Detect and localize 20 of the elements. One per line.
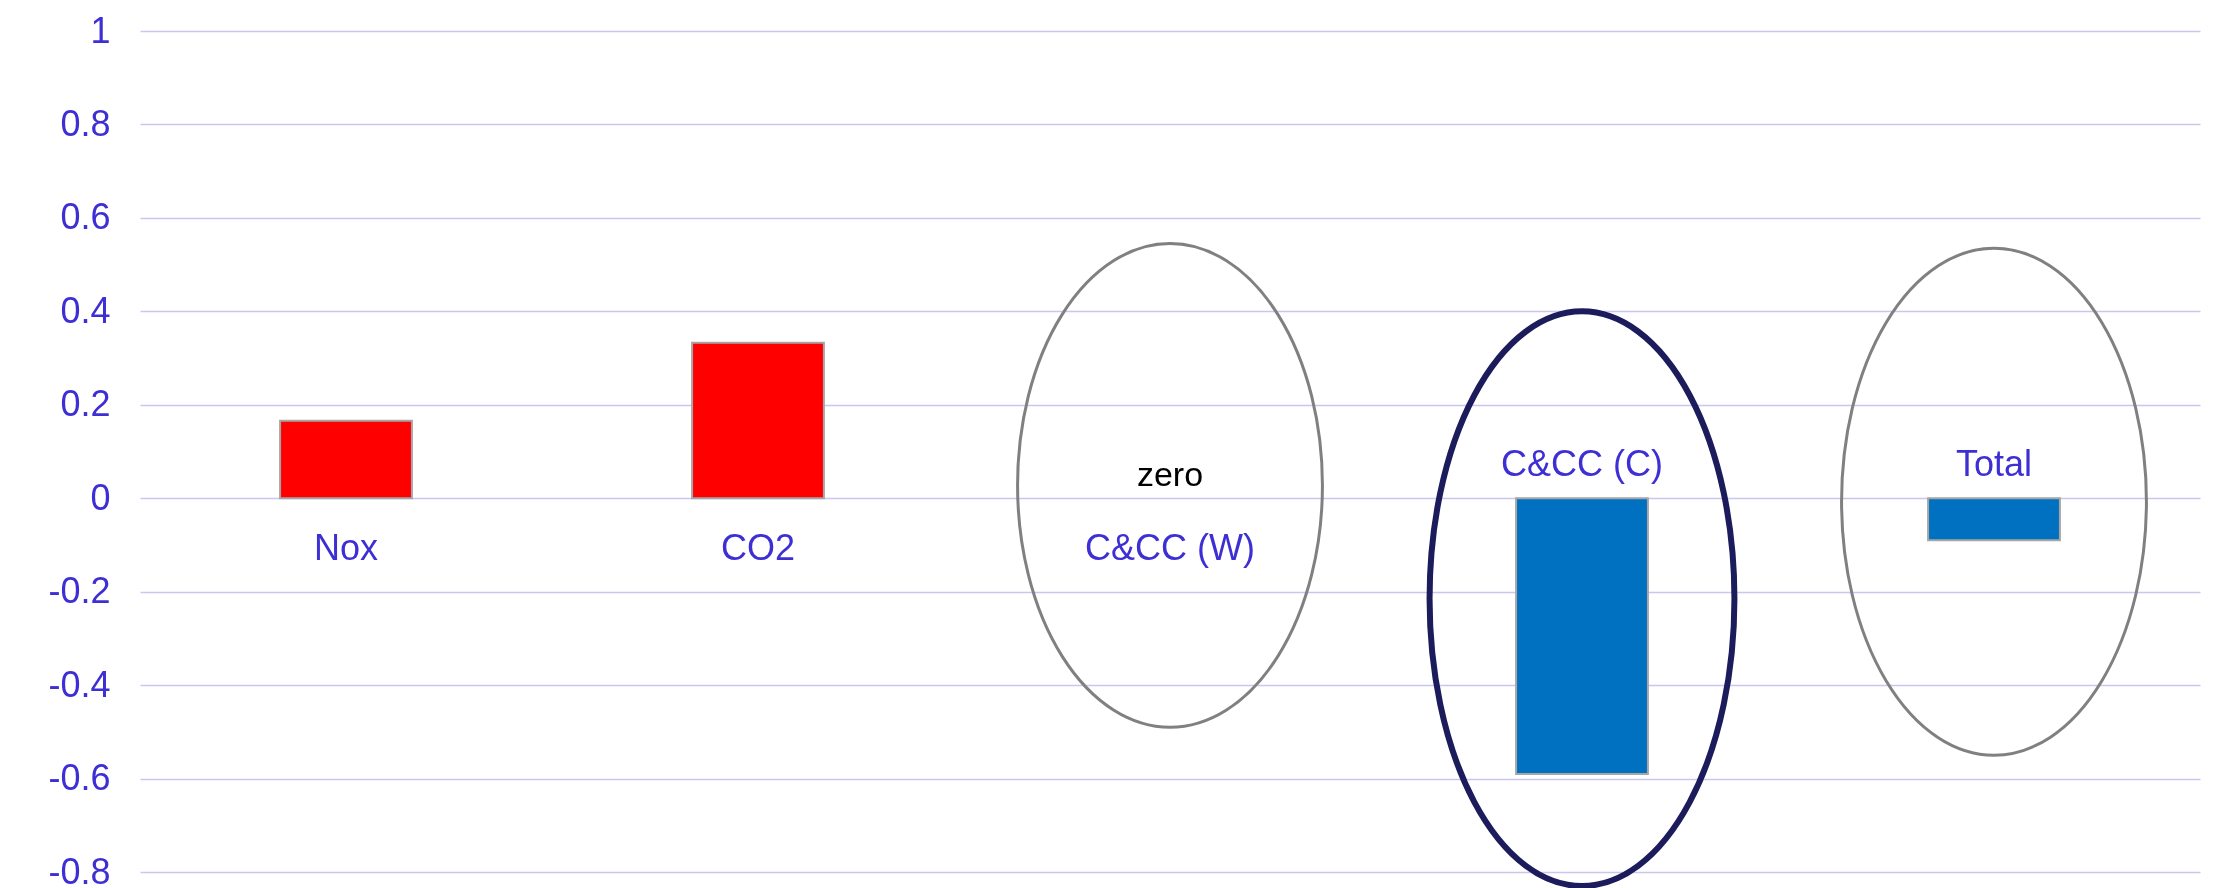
y-tick-label: -0.6 xyxy=(48,757,111,799)
y-tick-label: 1 xyxy=(90,9,111,51)
y-tick-label: 0.4 xyxy=(60,289,111,331)
y-tick-label: -0.4 xyxy=(48,663,111,705)
y-tick-label: -0.2 xyxy=(48,570,111,612)
y-tick-label: 0.8 xyxy=(60,102,111,144)
bar xyxy=(691,341,825,500)
x-tick-label: C&CC (W) xyxy=(1085,527,1255,569)
x-tick-label: Nox xyxy=(313,527,379,569)
bar xyxy=(279,419,413,500)
bar xyxy=(1515,497,1649,775)
y-tick-label: 0 xyxy=(90,476,111,518)
y-tick-label: -0.8 xyxy=(48,850,111,888)
x-tick-label: C&CC (C) xyxy=(1501,443,1663,485)
annotation: zero xyxy=(1136,455,1204,494)
x-tick-label: Total xyxy=(1955,443,2033,485)
x-tick-label: CO2 xyxy=(720,527,796,569)
y-tick-label: 0.6 xyxy=(60,196,111,238)
bar xyxy=(1927,497,2061,542)
y-tick-label: 0.2 xyxy=(60,383,111,425)
